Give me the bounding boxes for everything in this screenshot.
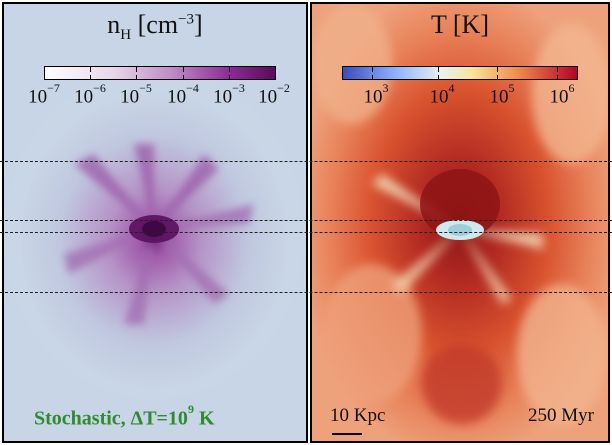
temperature-tick: 103 — [363, 81, 389, 108]
scale-bar — [332, 433, 362, 435]
temperature-panel: T [K] 103 104 105 106 10 Kpc 250 Myr — [310, 2, 610, 443]
density-tick: 10−5 — [120, 81, 152, 108]
simulation-label: Stochastic, ΔT=109 K — [34, 402, 215, 430]
density-panel: nH [cm−3] 10−7 10−6 10−5 10−4 10−3 10−2 … — [2, 2, 308, 443]
density-tick: 10−4 — [167, 81, 199, 108]
scale-label: 10 Kpc — [330, 405, 386, 426]
density-tick: 10−3 — [213, 81, 245, 108]
density-tick: 10−6 — [74, 81, 106, 108]
density-tick: 10−2 — [258, 81, 290, 108]
dashed-guide-line — [0, 232, 612, 233]
dashed-guide-line — [0, 220, 612, 221]
temperature-colorbar — [342, 66, 578, 80]
density-colorbar-title: nH [cm−3] — [107, 10, 203, 44]
temperature-colorbar-title: T [K] — [430, 10, 489, 39]
temperature-tick: 104 — [429, 81, 455, 108]
dashed-guide-line — [0, 292, 612, 293]
temperature-tick: 106 — [549, 81, 575, 108]
time-label: 250 Myr — [528, 405, 594, 426]
temperature-tick: 105 — [489, 81, 515, 108]
density-tick: 10−7 — [28, 81, 60, 108]
dashed-guide-line — [0, 161, 612, 162]
density-colorbar — [44, 66, 276, 80]
